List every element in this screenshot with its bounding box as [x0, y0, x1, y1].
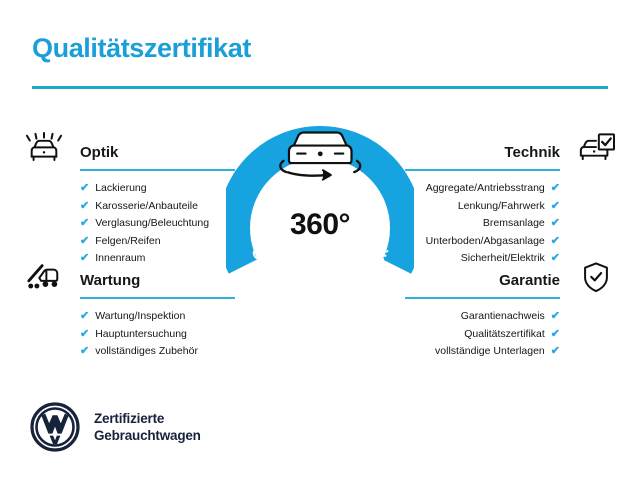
badge-ring-label: Gebrauchtwagen-Check: [247, 245, 392, 304]
section-divider-wartung: [80, 297, 235, 299]
list-item: ✔ Innenraum: [80, 250, 272, 268]
list-item: ✔ Lenkung/Fahrwerk: [368, 198, 560, 216]
section-divider-garantie: [405, 297, 560, 299]
list-item: ✔ Wartung/Inspektion: [80, 308, 272, 326]
section-title-optik: Optik: [80, 144, 119, 161]
list-item: ✔ Verglasung/Beleuchtung: [80, 215, 272, 233]
footer-line-1: Zertifizierte: [94, 411, 165, 426]
vw-logo: [30, 402, 80, 452]
list-item-label: Bremsanlage: [482, 217, 545, 229]
badge-center-label: 360°: [289, 208, 351, 241]
car-rotate-360-icon: [279, 131, 362, 181]
list-item: ✔ Karosserie/Anbauteile: [80, 198, 272, 216]
car-shine-icon: [22, 130, 66, 170]
list-item-label: Qualitätszertifikat: [464, 327, 545, 340]
check-icon: ✔: [80, 234, 90, 247]
car-checkbox-icon: [574, 130, 618, 170]
check-icon: ✔: [80, 182, 90, 195]
list-item: ✔ Qualitätszertifikat: [368, 326, 560, 344]
footer-line-2: Gebrauchtwagen: [94, 428, 201, 443]
footer-brand: Zertifizierte Gebrauchtwagen: [30, 402, 201, 452]
badge-360-gebrauchtwagen-check: Gebrauchtwagen-Check 360°: [226, 112, 414, 308]
section-wartung: Wartung ✔ Wartung/Inspektion ✔ Hauptunters…: [22, 256, 272, 361]
check-icon: ✔: [80, 345, 90, 358]
list-item-label: Innenraum: [95, 252, 146, 264]
section-header-garantie: Garantie: [368, 256, 618, 302]
section-divider-technik: [405, 169, 560, 171]
list-item-label: Karosserie/Anbauteile: [95, 199, 198, 212]
section-header-optik: Optik: [22, 128, 272, 174]
section-title-technik: Technik: [504, 144, 560, 161]
list-item: ✔ Lackierung: [80, 180, 272, 198]
check-icon: ✔: [550, 310, 560, 323]
checklist-technik: ✔ Aggregate/Antriebsstrang ✔ Lenkung/Fahrw…: [368, 180, 618, 268]
checklist-garantie: ✔ Garantienachweis ✔ Qualitätszertifikat ✔…: [368, 308, 618, 361]
check-icon: ✔: [80, 217, 90, 230]
section-divider-optik: [80, 169, 235, 171]
page-title: Qualitätszertifikat: [32, 33, 251, 63]
list-item-label: Sicherheit/Elektrik: [460, 252, 545, 264]
check-icon: ✔: [550, 345, 560, 358]
list-item-label: Verglasung/Beleuchtung: [95, 217, 210, 229]
check-icon: ✔: [80, 310, 90, 323]
checklist-optik: ✔ Lackierung ✔ Karosserie/Anbauteile ✔ Verg…: [22, 180, 272, 268]
list-item: ✔ Sicherheit/Elektrik: [368, 250, 560, 268]
check-icon: ✔: [550, 182, 560, 195]
checklist-wartung: ✔ Wartung/Inspektion ✔ Hauptuntersuchung ✔…: [22, 308, 272, 361]
check-icon: ✔: [550, 217, 560, 230]
list-item-label: vollständige Unterlagen: [435, 345, 545, 357]
list-item: ✔ Unterboden/Abgasanlage: [368, 233, 560, 251]
section-garantie: Garantie ✔ Garantienachweis ✔ Qualitätszer…: [368, 256, 618, 361]
check-icon: ✔: [80, 199, 90, 212]
check-icon: ✔: [550, 234, 560, 247]
list-item: ✔ Felgen/Reifen: [80, 233, 272, 251]
list-item: ✔ Aggregate/Antriebsstrang: [368, 180, 560, 198]
list-item-label: Felgen/Reifen: [95, 234, 161, 247]
section-optik: Optik ✔ Lackierung ✔ Karosserie/Anbauteile…: [22, 128, 272, 268]
check-icon: ✔: [80, 327, 90, 340]
section-header-technik: Technik: [368, 128, 618, 174]
car-lift-ramp-icon: [22, 258, 66, 298]
check-icon: ✔: [550, 327, 560, 340]
section-technik: Technik ✔ Aggregate/Antriebsstrang ✔ Lenku…: [368, 128, 618, 268]
title-divider: [32, 86, 608, 89]
section-title-wartung: Wartung: [80, 272, 141, 289]
list-item: ✔ Hauptuntersuchung: [80, 326, 272, 344]
list-item-label: vollständiges Zubehör: [95, 345, 198, 357]
list-item: ✔ vollständige Unterlagen: [368, 343, 560, 361]
list-item-label: Garantienachweis: [460, 310, 545, 322]
list-item-label: Aggregate/Antriebsstrang: [425, 182, 545, 194]
list-item-label: Unterboden/Abgasanlage: [425, 234, 545, 247]
section-header-wartung: Wartung: [22, 256, 272, 302]
shield-check-icon: [574, 258, 618, 298]
list-item: ✔ Bremsanlage: [368, 215, 560, 233]
list-item-label: Lackierung: [95, 182, 147, 194]
check-icon: ✔: [80, 252, 90, 265]
check-icon: ✔: [550, 199, 560, 212]
check-icon: ✔: [550, 252, 560, 265]
list-item-label: Hauptuntersuchung: [95, 327, 187, 340]
list-item-label: Lenkung/Fahrwerk: [457, 199, 545, 212]
list-item: ✔ vollständiges Zubehör: [80, 343, 272, 361]
list-item-label: Wartung/Inspektion: [95, 310, 186, 322]
section-title-garantie: Garantie: [499, 272, 560, 289]
list-item: ✔ Garantienachweis: [368, 308, 560, 326]
footer-brand-text: Zertifizierte Gebrauchtwagen: [94, 410, 201, 444]
